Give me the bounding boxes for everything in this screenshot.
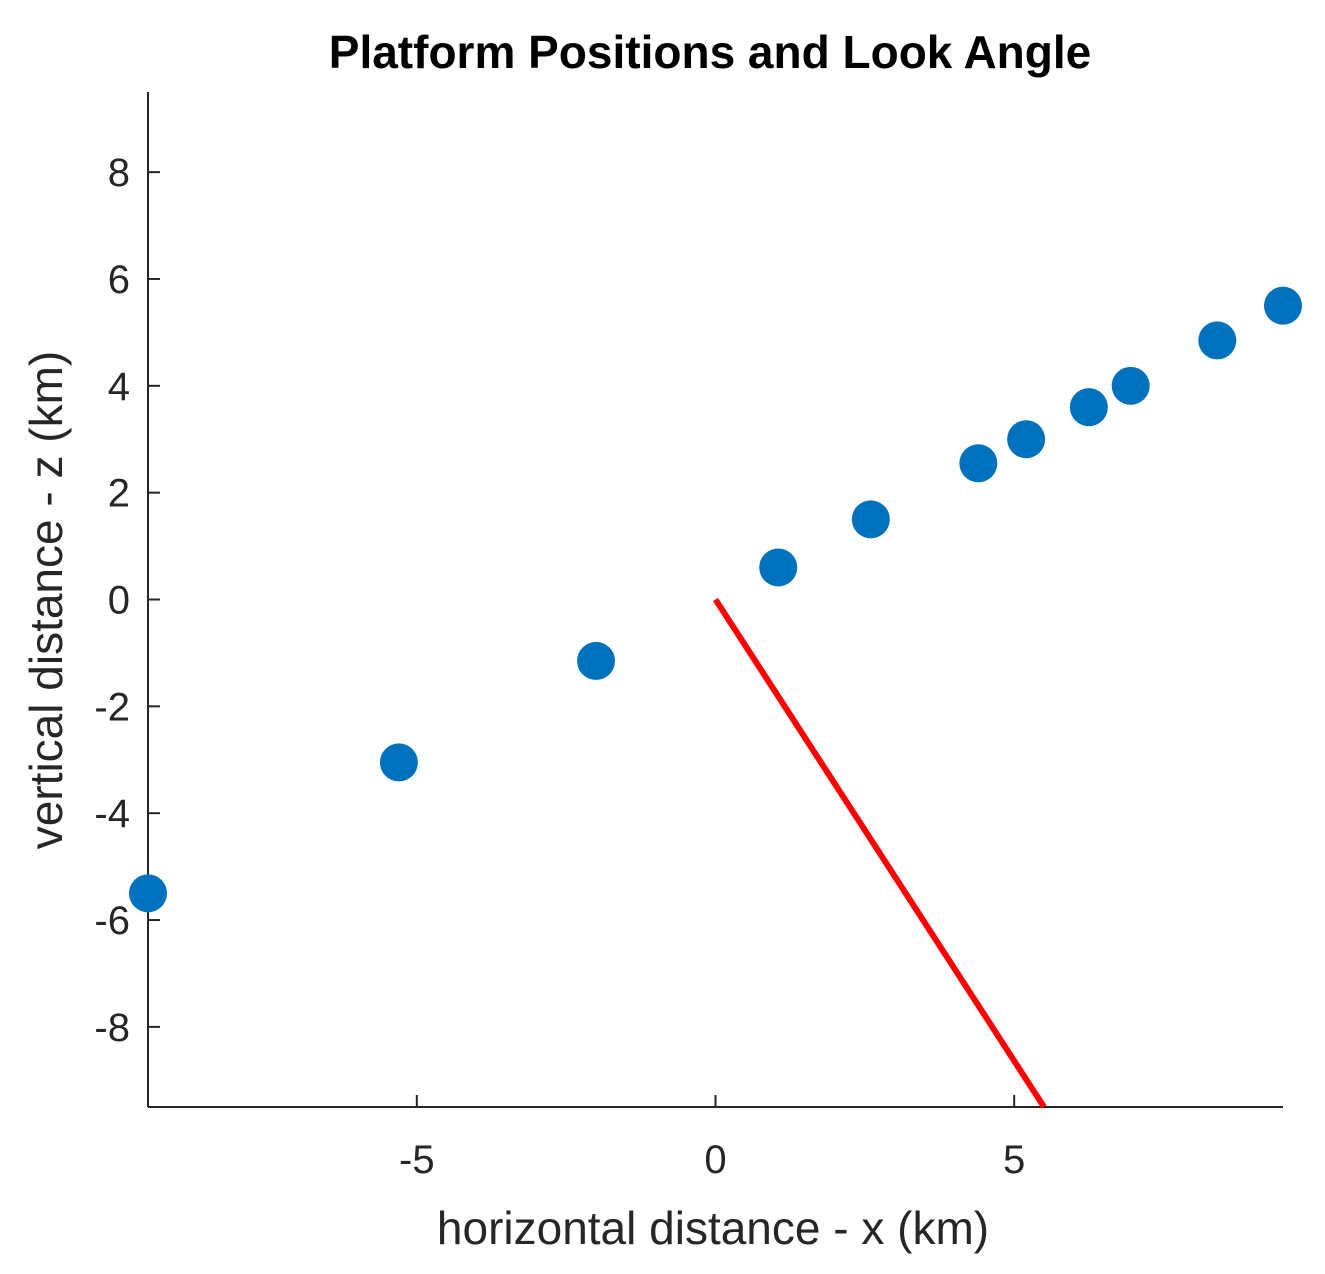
y-tick-label: 2: [108, 472, 130, 516]
platform-position-point: [1198, 321, 1237, 360]
plot-area: -8 -6 -4 -2 0 2 4 6 8 -5 0 5: [94, 92, 1302, 1182]
x-tick-label: 5: [1003, 1138, 1025, 1182]
platform-position-point: [1069, 388, 1108, 427]
y-tick-label: 4: [108, 365, 130, 409]
y-tick-label: 0: [108, 579, 130, 623]
platform-position-point: [1111, 366, 1150, 405]
y-tick-label: 8: [108, 151, 130, 195]
chart-title: Platform Positions and Look Angle: [329, 26, 1091, 78]
y-tick-label: -2: [94, 685, 130, 729]
platform-position-point: [759, 548, 798, 587]
y-tick-label: 6: [108, 258, 130, 302]
y-axis-label: vertical distance - z (km): [20, 351, 72, 849]
y-tick-label: -6: [94, 899, 130, 943]
x-tick-label: -5: [399, 1138, 435, 1182]
platform-position-point: [129, 874, 167, 913]
platform-position-point: [1264, 286, 1302, 325]
x-tick-label: 0: [704, 1138, 726, 1182]
y-tick-label: -8: [94, 1006, 130, 1050]
platform-position-point: [577, 641, 616, 680]
y-tick-label: -4: [94, 792, 130, 836]
look-angle-line: [712, 597, 1047, 1109]
x-axis-label: horizontal distance - x (km): [437, 1202, 989, 1254]
platform-position-point: [379, 743, 418, 782]
platform-position-point: [1007, 420, 1046, 459]
platform-position-point: [851, 500, 890, 539]
platform-position-point: [959, 444, 998, 483]
